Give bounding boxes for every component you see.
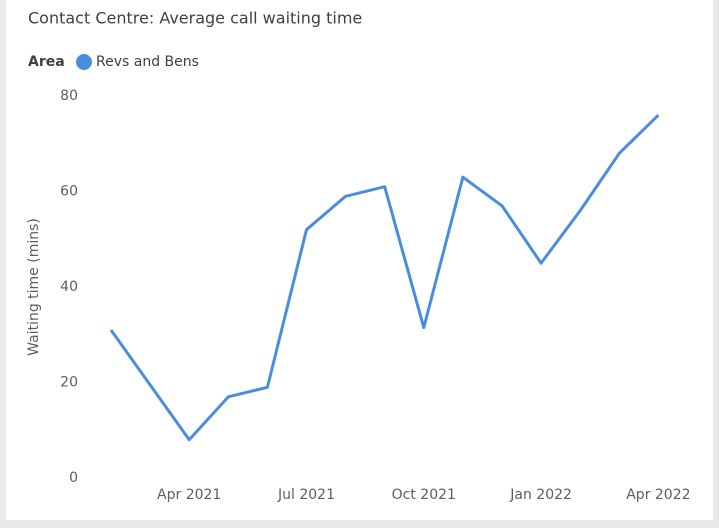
y-tick-label: 40 (60, 279, 78, 295)
y-tick-label: 20 (60, 375, 78, 391)
legend-label: Revs and Bens (96, 54, 199, 70)
x-tick-label: Apr 2021 (157, 487, 221, 503)
panel (6, 0, 713, 520)
x-tick-label: Jan 2022 (509, 487, 572, 503)
y-tick-label: 80 (60, 88, 78, 104)
legend-marker (76, 54, 92, 70)
chart-title: Contact Centre: Average call waiting tim… (28, 9, 362, 28)
legend-title: Area (28, 54, 65, 70)
x-tick-label: Jul 2021 (277, 487, 335, 503)
y-tick-label: 60 (60, 184, 78, 200)
x-tick-label: Apr 2022 (626, 487, 690, 503)
y-axis-title: Waiting time (mins) (26, 218, 42, 356)
x-tick-label: Oct 2021 (392, 487, 456, 503)
line (109, 114, 660, 442)
y-tick-label: 0 (69, 470, 78, 486)
